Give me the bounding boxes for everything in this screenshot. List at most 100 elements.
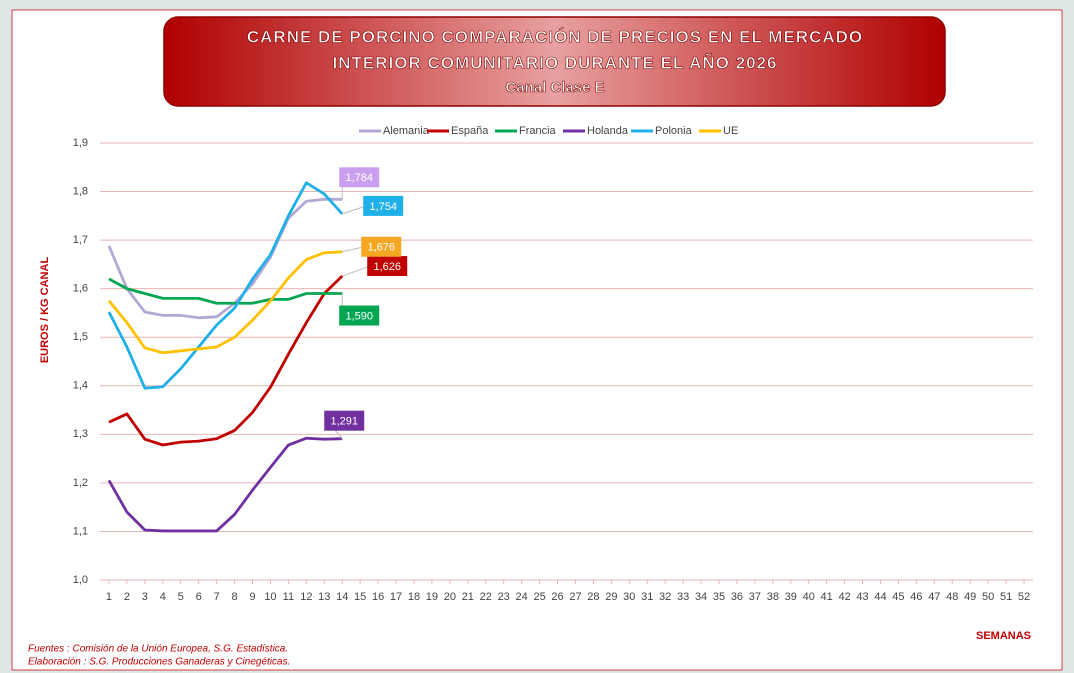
legend-label: Polonia [655,125,693,137]
source-note: Elaboración : S.G. Producciones Ganadera… [28,657,290,668]
data-label: 1,784 [345,172,373,184]
x-axis-label: SEMANAS [976,630,1031,642]
y-tick-label: 1,1 [73,525,88,537]
x-tick-label: 22 [480,591,492,603]
x-tick-label: 30 [623,591,635,603]
x-tick-label: 9 [249,591,255,603]
x-tick-label: 23 [498,591,510,603]
x-tick-label: 39 [785,591,797,603]
series-line [108,275,344,447]
data-label: 1,291 [330,416,358,428]
x-tick-label: 45 [892,591,904,603]
data-label: 1,754 [369,201,397,213]
x-tick-label: 13 [318,591,330,603]
chart-subtitle: Canal Clase E [505,79,604,96]
y-tick-label: 1,7 [73,234,88,246]
x-tick-label: 19 [426,591,438,603]
y-tick-label: 1,5 [73,331,88,343]
x-tick-label: 8 [232,591,238,603]
leader-line [342,265,371,277]
x-tick-label: 36 [731,591,743,603]
leader-line [342,246,365,253]
data-label: 1,676 [367,242,395,254]
x-tick-label: 38 [767,591,779,603]
data-label-box [363,195,404,216]
x-tick-label: 50 [982,591,994,603]
x-tick-label: 15 [354,591,366,603]
x-tick-label: 2 [124,591,130,603]
x-tick-label: 4 [160,591,166,603]
x-tick-label: 34 [695,591,707,603]
x-tick-label: 31 [641,591,653,603]
legend-label: UE [723,125,738,137]
x-tick-label: 52 [1018,591,1030,603]
x-tick-label: 24 [516,591,528,603]
y-tick-label: 1,6 [73,283,88,295]
data-label-box [324,410,365,431]
y-tick-label: 1,8 [73,185,88,197]
x-tick-label: 41 [821,591,833,603]
x-tick-label: 6 [196,591,202,603]
x-tick-label: 28 [587,591,599,603]
leader-line [342,205,367,215]
x-tick-label: 47 [928,591,940,603]
x-tick-label: 40 [803,591,815,603]
x-tick-label: 29 [605,591,617,603]
x-tick-label: 27 [569,591,581,603]
x-tick-label: 32 [659,591,671,603]
series-line [108,277,343,305]
legend-label: Francia [519,125,557,137]
series-line [107,197,343,320]
x-tick-label: 17 [390,591,402,603]
x-tick-label: 16 [372,591,384,603]
legend-label: Holanda [587,125,629,137]
x-tick-label: 5 [178,591,184,603]
y-tick-label: 1,3 [73,428,88,440]
x-tick-label: 26 [551,591,563,603]
x-tick-label: 18 [408,591,420,603]
data-label: 1,626 [373,261,401,273]
x-tick-label: 42 [838,591,850,603]
x-tick-label: 37 [749,591,761,603]
y-tick-label: 1,9 [73,137,88,149]
chart-title: INTERIOR COMUNITARIO DURANTE EL AÑO 2026 [333,52,778,72]
x-tick-label: 46 [910,591,922,603]
series-line [107,436,343,533]
data-label-box [339,167,380,188]
x-tick-label: 33 [677,591,689,603]
x-tick-label: 21 [462,591,474,603]
x-tick-label: 51 [1000,591,1012,603]
x-tick-label: 25 [533,591,545,603]
y-tick-label: 1,0 [73,574,88,586]
legend-label: España [451,125,489,137]
y-tick-label: 1,4 [73,380,88,392]
x-tick-label: 35 [713,591,725,603]
data-label: 1,590 [345,310,373,322]
legend-label: Alemania [383,125,430,137]
source-note: Fuentes : Comisión de la Unión Europea, … [28,644,288,655]
series-line [107,181,344,390]
data-label-box [361,236,402,257]
x-tick-label: 20 [444,591,456,603]
x-tick-label: 44 [874,591,886,603]
x-tick-label: 14 [336,591,348,603]
x-tick-label: 7 [214,591,220,603]
data-label-box [367,256,408,277]
x-tick-label: 49 [964,591,976,603]
series-line [107,250,343,355]
x-tick-label: 10 [264,591,276,603]
y-tick-label: 1,2 [73,477,88,489]
x-tick-label: 3 [142,591,148,603]
y-axis-label: EUROS / KG CANAL [39,257,51,364]
chart-title: CARNE DE PORCINO COMPARACIÓN DE PRECIOS … [247,27,863,46]
x-tick-label: 48 [946,591,958,603]
x-tick-label: 43 [856,591,868,603]
chart-panel [11,9,1063,671]
x-tick-label: 12 [300,591,312,603]
title-box [163,16,946,107]
data-label-box [339,305,380,326]
x-tick-label: 1 [106,591,112,603]
x-tick-label: 11 [283,591,294,603]
